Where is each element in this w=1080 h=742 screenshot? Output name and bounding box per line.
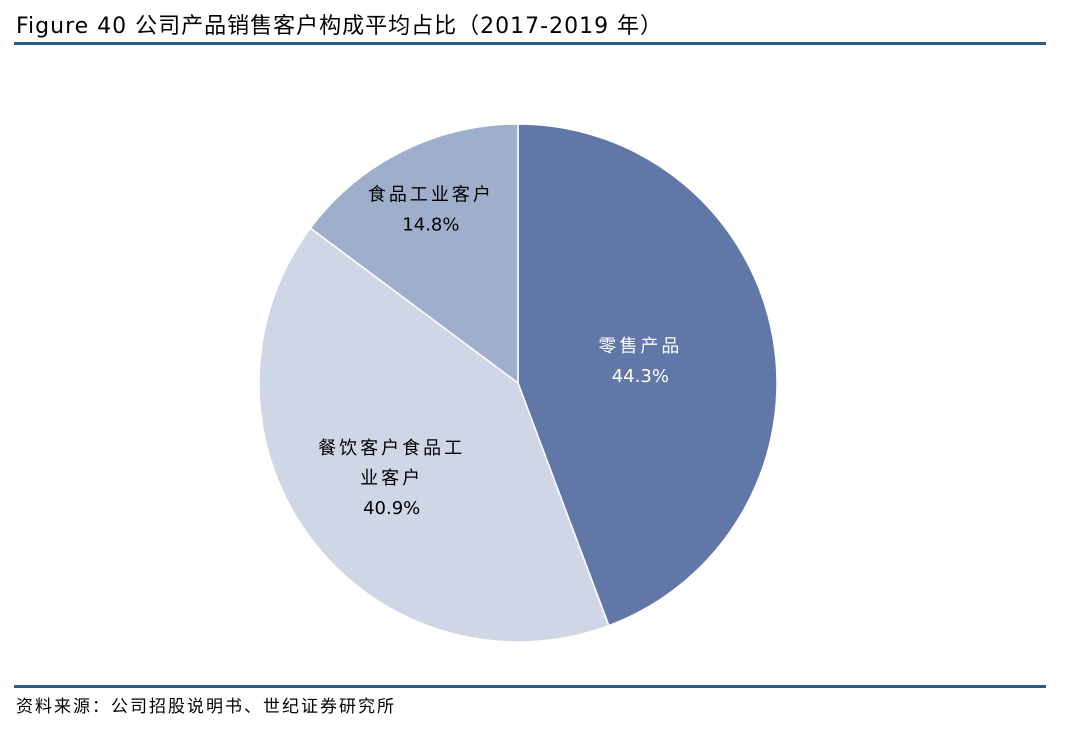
slice-value-label-2: 14.8% [402, 214, 459, 235]
pie-slice-0 [517, 123, 778, 627]
pie-slice-1 [258, 227, 610, 643]
slice-category-label-2: 食品工业客户 [368, 184, 494, 205]
slice-value-label-1: 40.9% [363, 498, 420, 519]
slice-category-label-1: 业客户 [360, 468, 423, 489]
source-divider [14, 685, 1046, 688]
slice-value-label-0: 44.3% [612, 366, 669, 387]
slice-category-label-1: 餐饮客户食品工 [318, 438, 465, 459]
title-divider [14, 42, 1046, 45]
chart-title: Figure 40 公司产品销售客户构成平均占比（2017-2019 年） [16, 14, 664, 39]
slice-category-label-0: 零售产品 [598, 336, 682, 357]
chart-source: 资料来源：公司招股说明书、世纪证券研究所 [16, 697, 396, 717]
pie-slice-2 [309, 123, 519, 385]
